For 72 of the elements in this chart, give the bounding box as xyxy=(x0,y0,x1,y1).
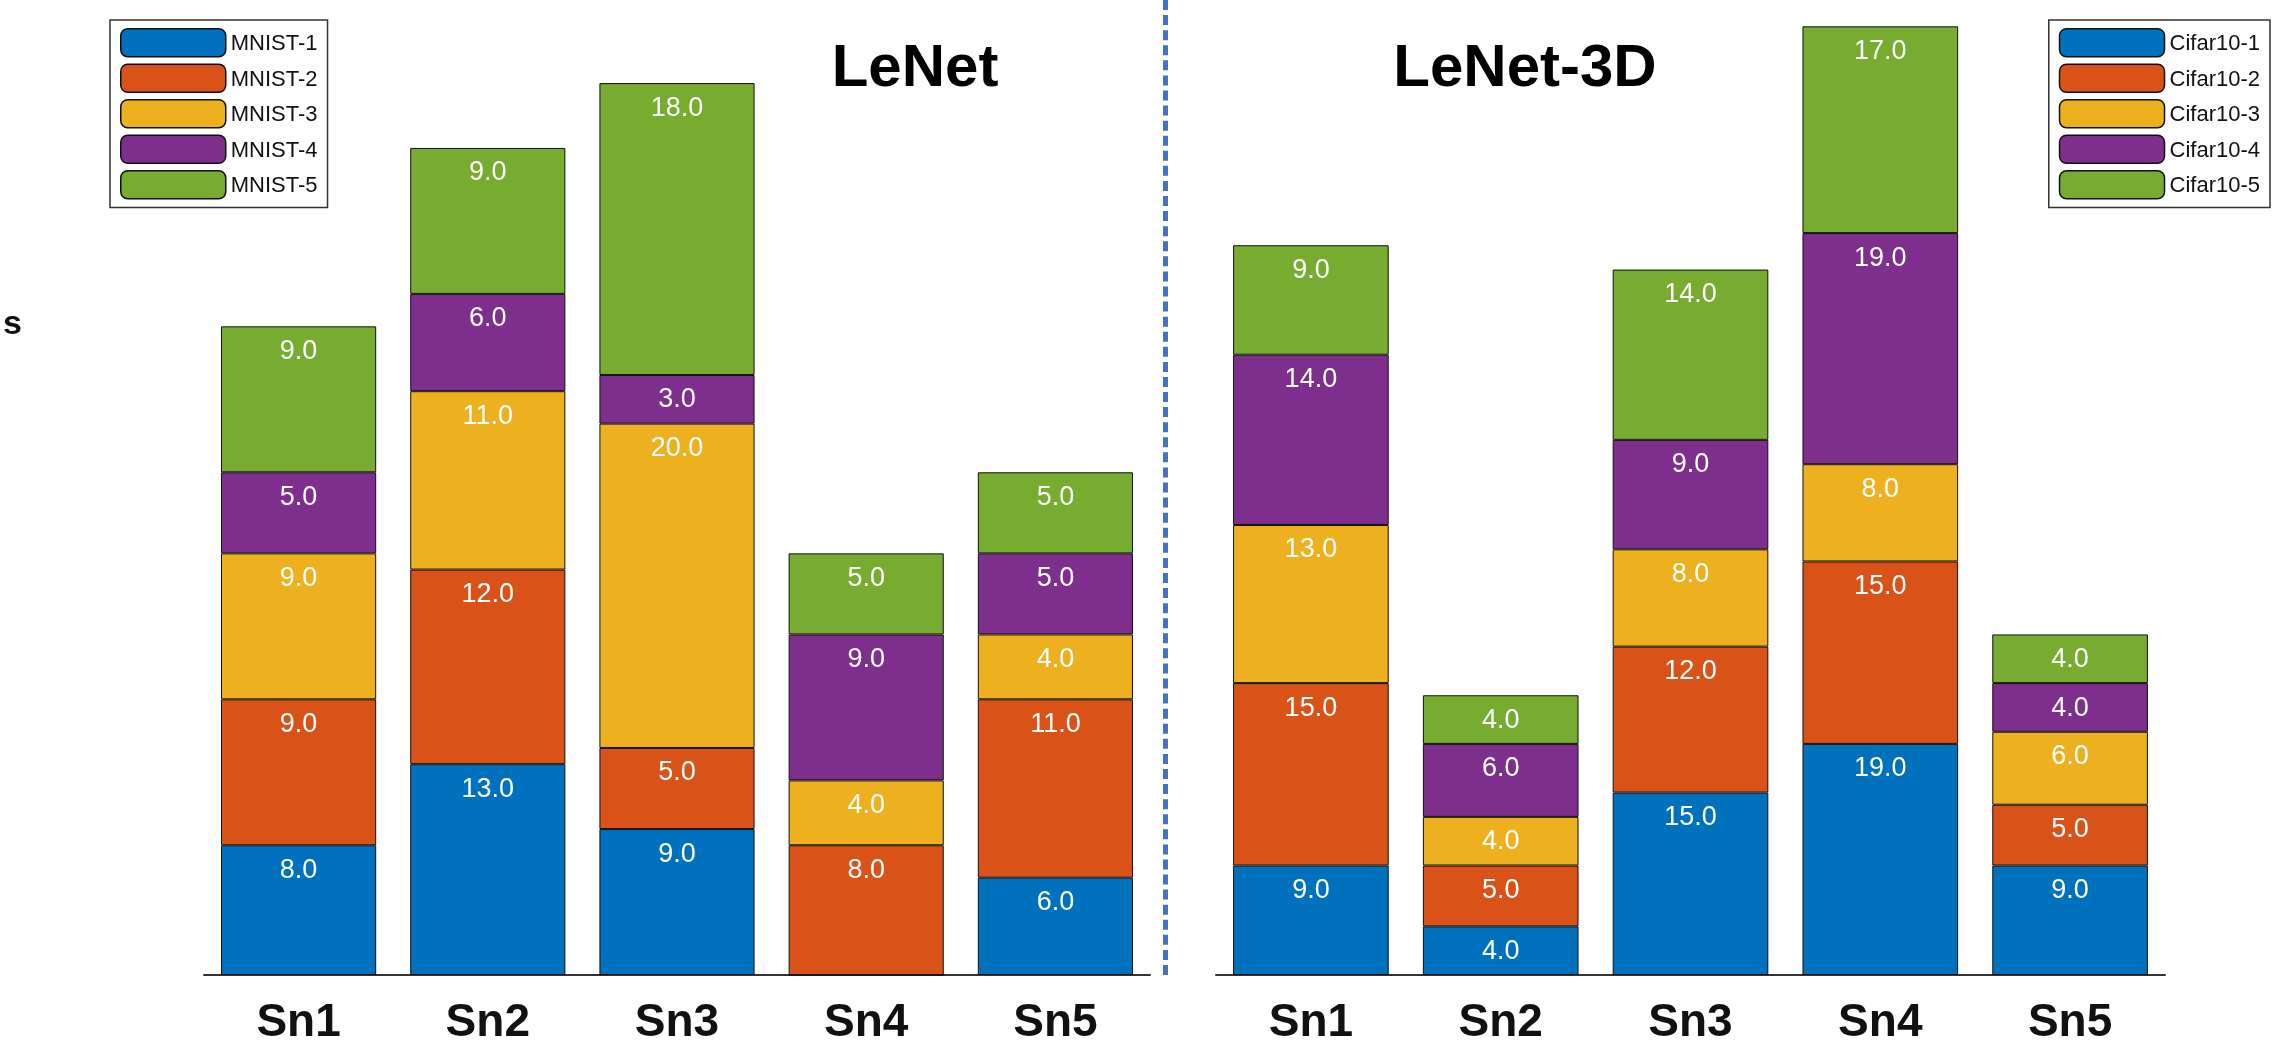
data-label: 5.0 xyxy=(1036,561,1075,592)
data-label: 12.0 xyxy=(461,578,515,609)
data-label: 9.0 xyxy=(847,642,885,673)
data-label: 17.0 xyxy=(1854,34,1907,65)
data-label: 5.0 xyxy=(847,561,885,592)
data-label: 15.0 xyxy=(1664,801,1717,832)
data-label: 5.0 xyxy=(1481,874,1520,905)
data-label: 9.0 xyxy=(658,837,696,868)
legend-label: Cifar10-3 xyxy=(2169,101,2260,127)
x-tick-label: Sn5 xyxy=(1013,994,1098,1046)
chart-title: LeNet xyxy=(831,31,999,99)
legend-label: MNIST-1 xyxy=(230,30,318,56)
data-label: 8.0 xyxy=(1861,472,1900,503)
x-tick-label: Sn3 xyxy=(634,994,720,1046)
data-label: 15.0 xyxy=(1284,691,1338,722)
data-label: 6.0 xyxy=(1481,752,1520,783)
data-label: 13.0 xyxy=(1284,533,1338,564)
data-label: 5.0 xyxy=(279,480,318,511)
legend-label: MNIST-4 xyxy=(230,136,318,162)
data-label: 6.0 xyxy=(469,302,507,333)
legend-label: Cifar10-2 xyxy=(2169,65,2260,91)
data-label: 9.0 xyxy=(1292,253,1330,284)
data-label: 19.0 xyxy=(1854,241,1907,272)
data-label: 9.0 xyxy=(279,334,318,365)
x-tick-label: Sn2 xyxy=(445,994,530,1046)
data-label: 13.0 xyxy=(461,772,515,803)
legend-label: Cifar10-5 xyxy=(2169,172,2260,198)
x-tick-label: Sn3 xyxy=(1648,994,1733,1046)
x-tick-label: Sn2 xyxy=(1458,994,1543,1046)
x-tick-label: Sn5 xyxy=(2027,994,2113,1046)
data-label: 5.0 xyxy=(658,756,696,787)
data-label: 11.0 xyxy=(1030,707,1081,738)
data-label: 4.0 xyxy=(2051,642,2089,673)
data-label: 6.0 xyxy=(1036,886,1075,917)
data-label: 8.0 xyxy=(847,853,885,884)
data-label: 14.0 xyxy=(1664,278,1717,309)
data-label: 19.0 xyxy=(1854,752,1907,783)
data-label: 4.0 xyxy=(847,788,885,819)
y-axis-title: s xyxy=(3,303,22,341)
data-label: 8.0 xyxy=(279,853,318,884)
x-tick-label: Sn4 xyxy=(1838,994,1923,1046)
data-label: 4.0 xyxy=(1481,825,1520,856)
data-label: 9.0 xyxy=(1671,448,1710,479)
legend-label: MNIST-5 xyxy=(230,172,318,198)
data-label: 8.0 xyxy=(1671,557,1710,588)
data-label: 18.0 xyxy=(650,91,704,122)
x-tick-label: Sn1 xyxy=(1268,994,1354,1046)
data-label: 9.0 xyxy=(2051,874,2089,905)
data-label: 5.0 xyxy=(2051,813,2089,844)
data-label: 4.0 xyxy=(1481,703,1520,734)
data-label: 3.0 xyxy=(658,383,696,414)
legend-label: Cifar10-1 xyxy=(2169,30,2260,56)
data-label: 9.0 xyxy=(469,156,507,187)
data-label: 6.0 xyxy=(2051,740,2089,771)
data-label: 5.0 xyxy=(1036,480,1075,511)
data-label: 4.0 xyxy=(1481,934,1520,965)
data-label: 4.0 xyxy=(1036,642,1075,673)
data-label: 14.0 xyxy=(1284,363,1338,394)
x-tick-label: Sn1 xyxy=(256,994,341,1046)
legend-label: MNIST-3 xyxy=(230,101,318,127)
data-label: 15.0 xyxy=(1854,569,1907,600)
chart-title: LeNet-3D xyxy=(1393,31,1657,99)
data-label: 9.0 xyxy=(279,561,318,592)
x-tick-label: Sn4 xyxy=(824,994,909,1046)
data-label: 11.0 xyxy=(462,399,514,430)
data-label: 20.0 xyxy=(650,432,704,463)
legend-label: MNIST-2 xyxy=(230,65,318,91)
data-label: 9.0 xyxy=(279,707,318,738)
data-label: 9.0 xyxy=(1292,874,1330,905)
data-label: 12.0 xyxy=(1664,655,1717,686)
legend-label: Cifar10-4 xyxy=(2169,136,2260,162)
data-label: 4.0 xyxy=(2051,691,2089,722)
